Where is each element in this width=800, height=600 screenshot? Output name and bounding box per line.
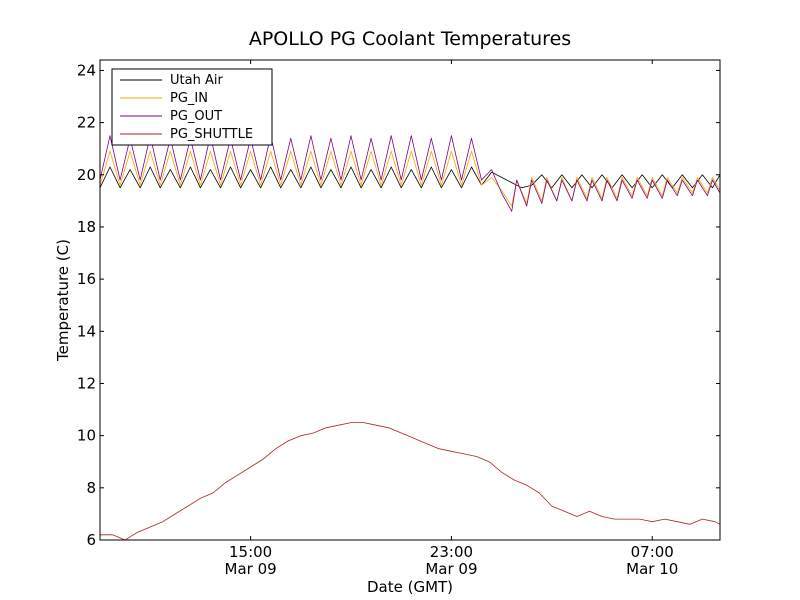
x-tick-time: 23:00: [430, 543, 473, 561]
y-tick-label: 22: [77, 114, 96, 132]
series-line-pg-out: [99, 135, 721, 212]
series-line-pg-shuttle: [100, 422, 721, 541]
y-tick-label: 16: [77, 270, 96, 288]
x-tick-time: 15:00: [229, 543, 272, 561]
y-tick-label: 10: [77, 427, 96, 445]
legend-label-pg-shuttle: PG_SHUTTLE: [170, 127, 253, 142]
y-tick-label: 6: [86, 531, 96, 549]
plot-frame: [99, 59, 721, 541]
plot-series-group: [99, 135, 721, 541]
y-tick-label: 12: [77, 374, 96, 392]
series-line-pg-in: [99, 150, 721, 207]
legend-label-utah-air: Utah Air: [170, 73, 223, 88]
legend-label-pg-out: PG_OUT: [170, 109, 222, 124]
legend: Utah Air PG_IN PG_OUT PG_SHUTTLE: [111, 68, 273, 146]
y-tick-label: 20: [77, 166, 96, 184]
legend-label-pg-in: PG_IN: [170, 91, 208, 106]
y-axis: 6 8 10 12 14 16 18 20 22 24: [77, 61, 720, 549]
y-tick-label: 14: [77, 322, 96, 340]
x-tick-date: Mar 10: [626, 560, 678, 578]
x-axis-label: Date (GMT): [367, 578, 453, 596]
chart-title: APOLLO PG Coolant Temperatures: [249, 28, 571, 50]
series-line-utah-air: [99, 166, 721, 189]
x-tick-date: Mar 09: [425, 560, 477, 578]
y-tick-label: 24: [77, 61, 96, 79]
y-axis-label: Temperature (C): [54, 239, 72, 362]
legend-box: [111, 68, 273, 146]
y-tick-label: 18: [77, 218, 96, 236]
y-tick-label: 8: [86, 479, 96, 497]
x-tick-time: 07:00: [631, 543, 674, 561]
x-tick-date: Mar 09: [225, 560, 277, 578]
